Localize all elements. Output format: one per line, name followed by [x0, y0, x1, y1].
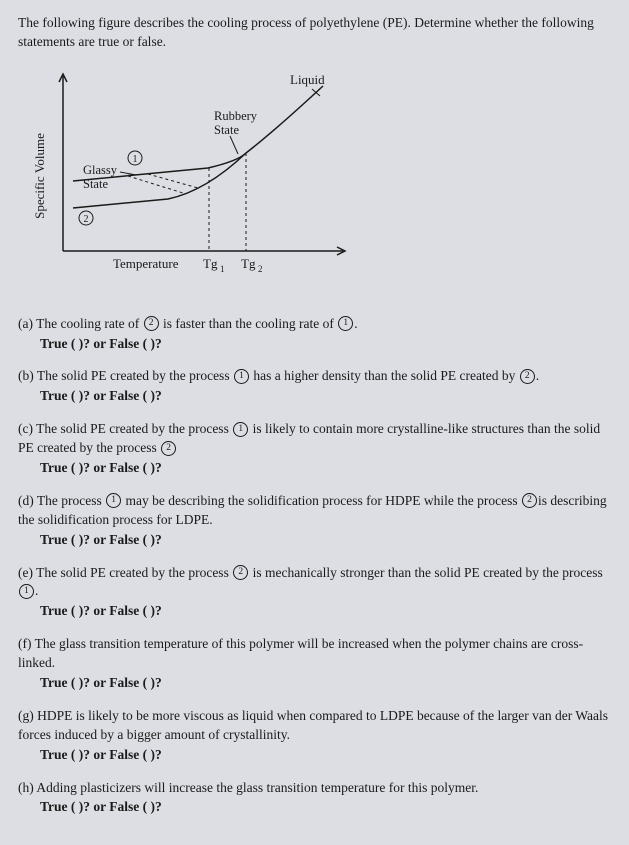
circled-2-inline: 2: [144, 316, 159, 331]
question-label: (d): [18, 493, 37, 508]
tg1-sub: 1: [220, 264, 225, 274]
questions-list: (a) The cooling rate of 2 is faster than…: [18, 315, 611, 818]
question-g: (g) HDPE is likely to be more viscous as…: [18, 707, 611, 765]
question-h: (h) Adding plasticizers will increase th…: [18, 779, 611, 818]
tg1-label: Tg: [203, 256, 218, 271]
true-false-prompt: True ( )? or False ( )?: [40, 387, 611, 406]
circled-1: 1: [133, 154, 138, 165]
question-text: .: [354, 316, 357, 331]
question-text: may be describing the solidification pro…: [122, 493, 521, 508]
tg2-label: Tg: [241, 256, 256, 271]
circled-2-inline: 2: [520, 369, 535, 384]
question-label: (f): [18, 636, 35, 651]
rubbery-label: Rubbery State: [214, 109, 260, 137]
true-false-prompt: True ( )? or False ( )?: [40, 602, 611, 621]
question-c: (c) The solid PE created by the process …: [18, 420, 611, 478]
circled-1-inline: 1: [106, 493, 121, 508]
question-text: is mechanically stronger than the solid …: [249, 565, 603, 580]
question-e: (e) The solid PE created by the process …: [18, 564, 611, 622]
true-false-prompt: True ( )? or False ( )?: [40, 531, 611, 550]
circled-2-inline: 2: [522, 493, 537, 508]
true-false-prompt: True ( )? or False ( )?: [40, 798, 611, 817]
question-text: Adding plasticizers will increase the gl…: [36, 780, 478, 795]
circled-1-inline: 1: [233, 422, 248, 437]
tg2-sub: 2: [258, 264, 263, 274]
circled-2-inline: 2: [233, 565, 248, 580]
question-label: (a): [18, 316, 36, 331]
question-text: The glass transition temperature of this…: [18, 636, 583, 670]
question-a: (a) The cooling rate of 2 is faster than…: [18, 315, 611, 354]
question-text: The process: [37, 493, 105, 508]
question-text: .: [35, 583, 38, 598]
question-label: (b): [18, 368, 37, 383]
circled-2-inline: 2: [161, 441, 176, 456]
true-false-prompt: True ( )? or False ( )?: [40, 746, 611, 765]
circled-1-inline: 1: [338, 316, 353, 331]
question-text: The solid PE created by the process: [37, 368, 233, 383]
question-f: (f) The glass transition temperature of …: [18, 635, 611, 693]
ylabel: Specific Volume: [32, 133, 47, 219]
question-label: (h): [18, 780, 36, 795]
circled-2: 2: [84, 214, 89, 225]
xlabel: Temperature: [113, 256, 179, 271]
question-text: The solid PE created by the process: [36, 421, 232, 436]
question-label: (g): [18, 708, 37, 723]
circled-1-inline: 1: [234, 369, 249, 384]
circled-1-inline: 1: [19, 584, 34, 599]
question-label: (e): [18, 565, 36, 580]
true-false-prompt: True ( )? or False ( )?: [40, 459, 611, 478]
intro-text: The following figure describes the cooli…: [18, 14, 611, 52]
question-d: (d) The process 1 may be describing the …: [18, 492, 611, 550]
cooling-diagram: Specific Volume Temperature Tg 1 Tg 2 Li…: [28, 66, 611, 297]
question-text: is faster than the cooling rate of: [160, 316, 338, 331]
question-label: (c): [18, 421, 36, 436]
true-false-prompt: True ( )? or False ( )?: [40, 674, 611, 693]
question-text: The solid PE created by the process: [36, 565, 232, 580]
question-b: (b) The solid PE created by the process …: [18, 367, 611, 406]
question-text: has a higher density than the solid PE c…: [250, 368, 519, 383]
question-text: HDPE is likely to be more viscous as liq…: [18, 708, 608, 742]
liquid-label: Liquid: [290, 72, 325, 87]
true-false-prompt: True ( )? or False ( )?: [40, 335, 611, 354]
question-text: The cooling rate of: [36, 316, 142, 331]
question-text: .: [536, 368, 539, 383]
